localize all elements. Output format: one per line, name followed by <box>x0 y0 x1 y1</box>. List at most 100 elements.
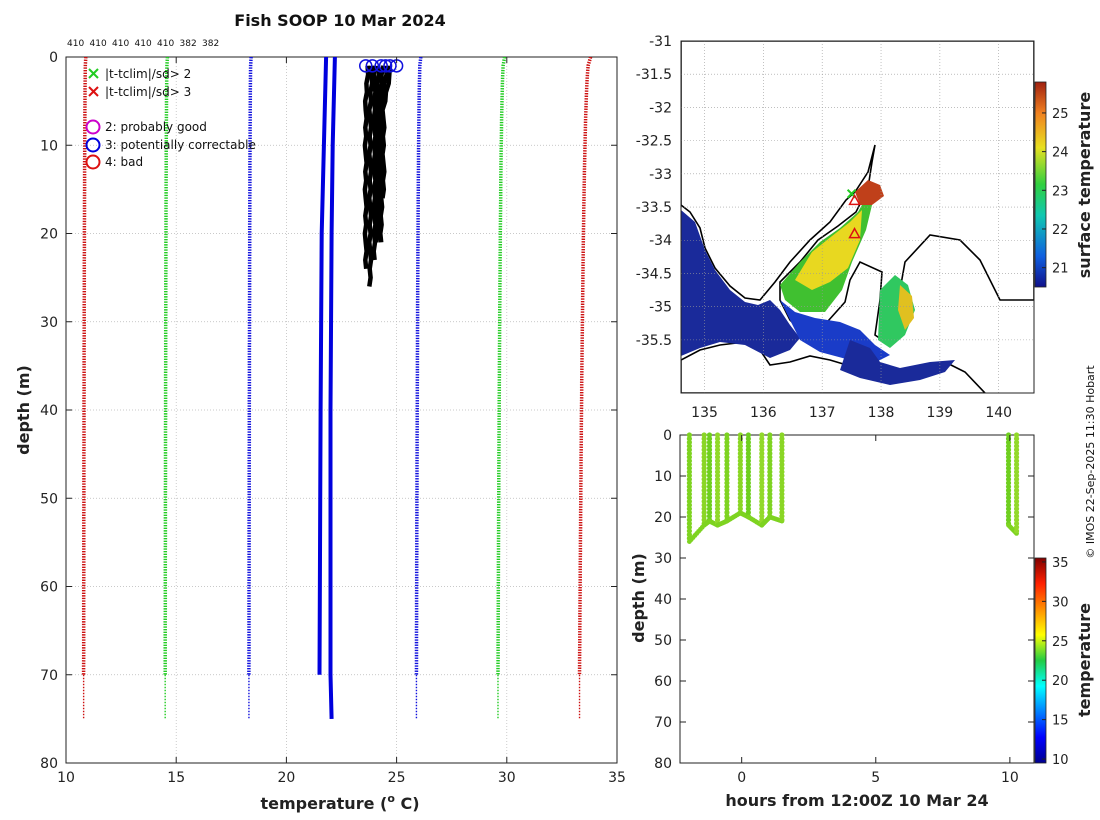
cast-point <box>1013 480 1020 486</box>
cast-point <box>701 447 707 453</box>
cast-point <box>686 458 692 464</box>
legend-cross-green-label: |t-tclim|/sd> 2 <box>105 67 191 81</box>
temperature-colorbar-label: temperature <box>1075 603 1094 717</box>
cast-point <box>767 439 773 445</box>
cast-point <box>724 432 730 438</box>
cast-point <box>779 472 785 479</box>
cast-point <box>714 465 721 471</box>
cast-point <box>745 436 751 442</box>
cast-point <box>686 517 692 523</box>
profile-legend: |t-tclim|/sd> 2 |t-tclim|/sd> 3 2: proba… <box>85 67 256 170</box>
cast-point <box>686 495 692 501</box>
temperature-colorbar-tick-label: 35 <box>1052 556 1069 571</box>
cast-point <box>714 506 721 512</box>
flag3-marker <box>365 59 380 73</box>
cast-point <box>759 484 765 490</box>
cast-point <box>714 476 721 482</box>
cast-point <box>686 532 692 538</box>
cast-point <box>686 513 692 519</box>
cast-point <box>724 498 730 505</box>
depth-time-points <box>686 432 1020 544</box>
cast-point <box>779 484 785 490</box>
cast-point <box>701 458 707 464</box>
cast-point <box>714 443 721 449</box>
sst-southeast-cold <box>840 340 955 385</box>
cast-point <box>706 458 713 464</box>
sst-colorbar-tick-label: 22 <box>1052 223 1069 238</box>
cast-point <box>759 432 765 438</box>
cast-point <box>779 495 785 501</box>
temperature-colorbar-ticks: 10 15 20 25 30 35 <box>1042 556 1069 768</box>
cast-point <box>767 498 773 505</box>
cast-point <box>779 502 785 508</box>
dt-y-tick-label: 40 <box>654 592 672 608</box>
cast-point <box>767 495 773 501</box>
profile-count-label: 382 <box>202 39 219 49</box>
cast-point <box>706 443 713 449</box>
cast-point <box>759 498 765 505</box>
cast-point <box>1013 520 1020 527</box>
cast-point <box>1013 465 1020 471</box>
map-x-tick-label: 138 <box>868 405 895 421</box>
cast-point <box>1005 484 1012 490</box>
cast-point <box>724 450 730 457</box>
cast-point <box>759 458 765 464</box>
depth-time-y-label: depth (m) <box>629 553 648 643</box>
cast-point <box>759 439 765 445</box>
cast-point <box>706 432 713 438</box>
cast-point <box>759 461 765 468</box>
x-label-sup: o <box>387 792 395 805</box>
cast-point <box>686 432 692 438</box>
cast-point <box>1013 476 1020 482</box>
cast-point <box>714 484 721 490</box>
cast-point <box>706 447 713 453</box>
cast-point <box>701 476 707 482</box>
mainland-land <box>681 41 1034 347</box>
profile-y-tick-label: 20 <box>40 227 58 243</box>
cast-point <box>714 491 721 497</box>
cast-point <box>1013 436 1020 442</box>
cast-point <box>1005 472 1012 479</box>
cast-point <box>779 509 785 516</box>
cast-point <box>714 469 721 475</box>
cast-point <box>701 513 707 519</box>
cast-point <box>714 517 721 523</box>
map-y-tick-label: -31.5 <box>636 67 672 83</box>
legend-flag2-icon <box>85 119 101 135</box>
profile-grid <box>66 57 617 763</box>
map-x-tick-label: 139 <box>926 405 953 421</box>
cast-point <box>714 502 721 508</box>
depth-time-plot-area <box>679 434 1035 764</box>
temperature-colorbar-tick-label: 10 <box>1052 753 1069 768</box>
cast-point <box>1013 524 1020 530</box>
cast-point <box>745 476 751 482</box>
cast-point <box>759 436 765 442</box>
profile-y-tick-label: 60 <box>40 580 58 596</box>
map-y-tick-label: -35 <box>649 300 672 316</box>
cast-point <box>686 450 692 457</box>
profile-count-label: 410 <box>67 39 84 49</box>
profile-x-tick-label: 25 <box>388 770 406 786</box>
cast-point <box>686 436 692 442</box>
cast-point <box>1013 450 1020 457</box>
cast-point <box>724 469 730 475</box>
cast-point <box>724 513 730 519</box>
climatology-line <box>414 57 423 675</box>
cast-point <box>737 487 743 493</box>
legend-cross-red-label: |t-tclim|/sd> 3 <box>105 85 191 99</box>
cast-point <box>737 469 743 475</box>
cast-point <box>759 491 765 497</box>
cast-point <box>1013 495 1020 501</box>
cast-point <box>714 458 721 464</box>
cast-point <box>714 447 721 453</box>
cast-point <box>767 454 773 460</box>
cast-point <box>1005 487 1012 493</box>
cast-point <box>759 472 765 479</box>
cast-point <box>759 469 765 475</box>
sst-west-cold <box>681 210 800 358</box>
cast-point <box>686 498 692 505</box>
cast-point <box>737 476 743 482</box>
legend-flag3-icon <box>85 137 101 153</box>
cast-point <box>724 484 730 490</box>
dt-y-tick-label: 50 <box>654 633 672 649</box>
